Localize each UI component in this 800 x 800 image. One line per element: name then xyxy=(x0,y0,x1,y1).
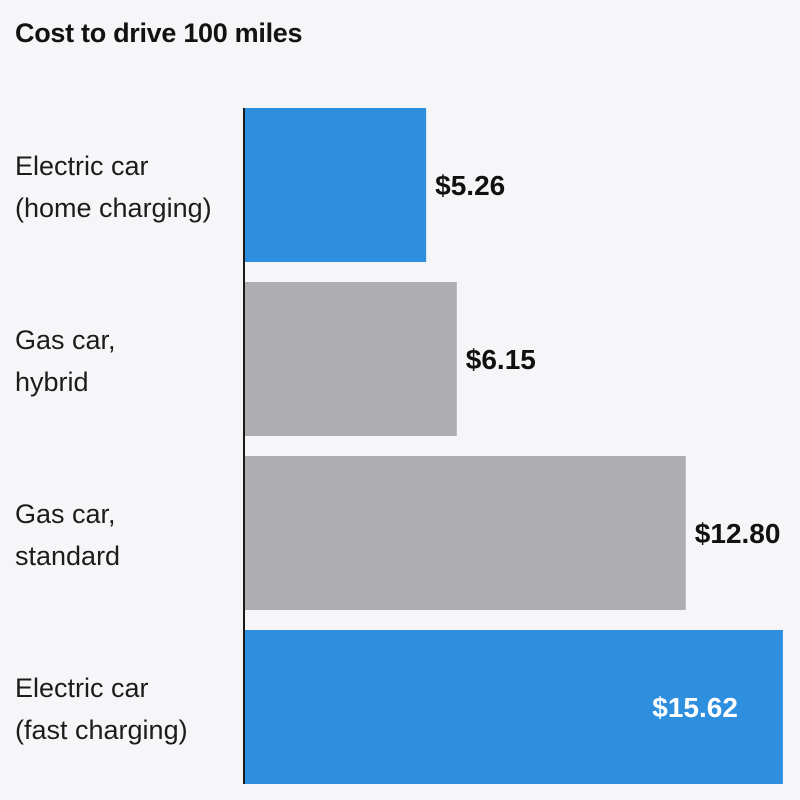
bar xyxy=(245,108,427,262)
category-label: Gas car, hybrid xyxy=(15,325,116,397)
category-label: Gas car, standard xyxy=(15,499,120,571)
bar xyxy=(245,282,457,436)
value-label: $6.15 xyxy=(466,344,536,375)
bar xyxy=(245,456,686,610)
bar xyxy=(245,630,783,784)
category-label: Electric car (home charging) xyxy=(15,151,212,223)
value-label: $15.62 xyxy=(652,692,738,723)
value-label: $5.26 xyxy=(435,170,505,201)
category-label: Electric car (fast charging) xyxy=(15,673,188,745)
chart-title: Cost to drive 100 miles xyxy=(15,18,303,48)
value-label: $12.80 xyxy=(695,518,781,549)
